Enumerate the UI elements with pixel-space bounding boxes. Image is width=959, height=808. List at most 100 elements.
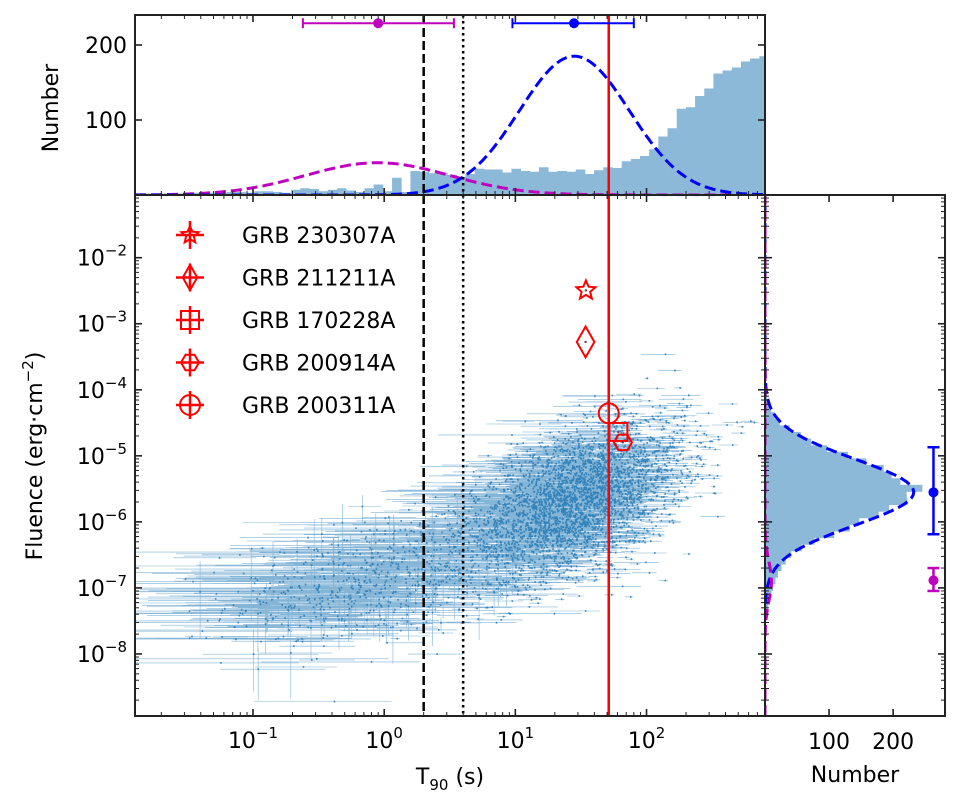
legend-entry: GRB 211211A [176,262,395,293]
top-hist-bar [373,184,384,195]
top-hist-bar [511,168,522,195]
xlabel-rest: (s) [448,765,484,790]
legend-star-icon [178,223,202,245]
right-hist-bar [765,517,860,525]
right-errorpoint-short-peak [928,575,939,586]
top-hist-bar [621,161,632,195]
top-hist-bar [685,107,696,195]
legend-entry: GRB 230307A [176,221,395,249]
legend-label: GRB 211211A [242,267,395,292]
top-hist-bar [520,171,531,195]
top-hist-bar [851,116,861,196]
right-hist-bar [765,471,892,479]
top-hist-bar [906,169,916,195]
top-hist-bar [493,169,503,195]
highlight-circle-marker [597,402,620,425]
highlight-square-marker [608,421,629,442]
legend-label: GRB 200914A [242,352,395,377]
top-hist-bar [557,171,567,195]
main-y-tick-label: 10−5 [77,440,127,470]
top-hist-bar [952,186,959,195]
legend-square-icon [180,310,200,330]
top-hist-bar [318,191,329,195]
top-hist-bar [584,174,595,195]
xlabel-main: T [415,765,430,790]
right-hist-bar [765,537,815,545]
top-hist-bar [934,178,944,195]
top-hist-bar [594,170,604,195]
top-hist-bar [566,171,577,195]
right-hist-bar [765,398,769,406]
right-hist-bar [765,544,802,552]
top-hist-bar [778,56,788,196]
right-x-tick-labels: 100 200 [808,730,914,755]
top-hist-bar [392,177,402,195]
top-hist-bar [704,88,714,195]
tick-exponent: −7 [105,572,127,590]
top-hist-bar [814,66,824,195]
top-hist-bar [419,171,430,195]
top-hist-bar [796,42,806,195]
top-hist-bar [410,171,421,195]
tick-base: 10 [77,445,105,470]
right-xlabel: Number [811,763,900,788]
xlabel-sub: 90 [429,776,448,794]
legend: GRB 230307A GRB 211211A GRB 170228A GRB 200… [176,221,395,419]
right-hist-bar [765,438,812,446]
right-hist-bar [765,405,772,413]
right-hist-bar [765,570,779,578]
ylabel-sup: −2 [19,360,37,382]
tick-exponent: −5 [105,440,127,458]
main-ylabel: Fluence (erg·cm−2) [19,352,48,561]
right-hist-bar [765,557,786,565]
tick-base: 10 [77,247,105,272]
top-hist-bar [612,168,623,195]
ylabel-end: ) [23,352,48,361]
top-hist-bar [538,167,549,195]
right-hist-bar [765,418,780,426]
top-ylabel: Number [39,63,64,152]
right-histogram-bars [765,379,923,631]
top-vertical-lines [422,15,610,195]
highlight-center-dot [617,430,620,434]
main-y-tick-label: 10−2 [77,242,127,272]
main-y-tick-label: 10−6 [77,506,127,536]
top-hist-bar [254,191,264,195]
top-hist-bar [824,79,834,195]
highlight-star-marker [573,277,598,301]
tick-base: 10 [77,577,105,602]
right-x-tick-label: 200 [872,730,914,755]
top-hist-bar [548,171,558,195]
main-y-tick-label: 10−8 [77,638,127,668]
main-x-tick-label: 100 [365,724,403,754]
right-peak-errorbars [927,445,940,593]
right-hist-bar [765,478,901,486]
top-hist-bar [658,136,668,195]
right-hist-bar [765,484,923,492]
main-xlabel: T90 (s) [415,765,484,794]
top-axis-ticks: 100 200 [85,15,766,195]
top-hist-bar [943,183,953,195]
highlight-center-dot [621,441,625,444]
top-hist-bar [870,141,880,195]
main-x-tick-label: 10−1 [228,724,278,754]
top-hist-bar [437,172,448,195]
main-y-tick-label: 10−4 [77,374,127,404]
right-hist-bar [765,432,801,440]
top-errorpoint-long-peak [569,18,580,29]
top-fit-long-component [135,54,765,195]
right-hist-bar [765,412,775,420]
right-hist-bar [765,564,782,572]
top-hist-bar [833,94,843,195]
top-hist-bar [465,174,476,195]
top-hist-bar [364,188,375,195]
right-errorpoint-long-peak [928,487,939,498]
top-hist-bar [272,192,283,195]
top-y-tick-label: 200 [85,34,127,59]
right-hist-bar [765,425,790,433]
right-histogram-panel: 100 200 Number [764,194,946,788]
right-hist-bar [765,550,792,558]
highlighted-grbs [573,277,634,452]
highlight-center-dot [584,340,587,344]
top-peak-errorbars [301,18,635,29]
